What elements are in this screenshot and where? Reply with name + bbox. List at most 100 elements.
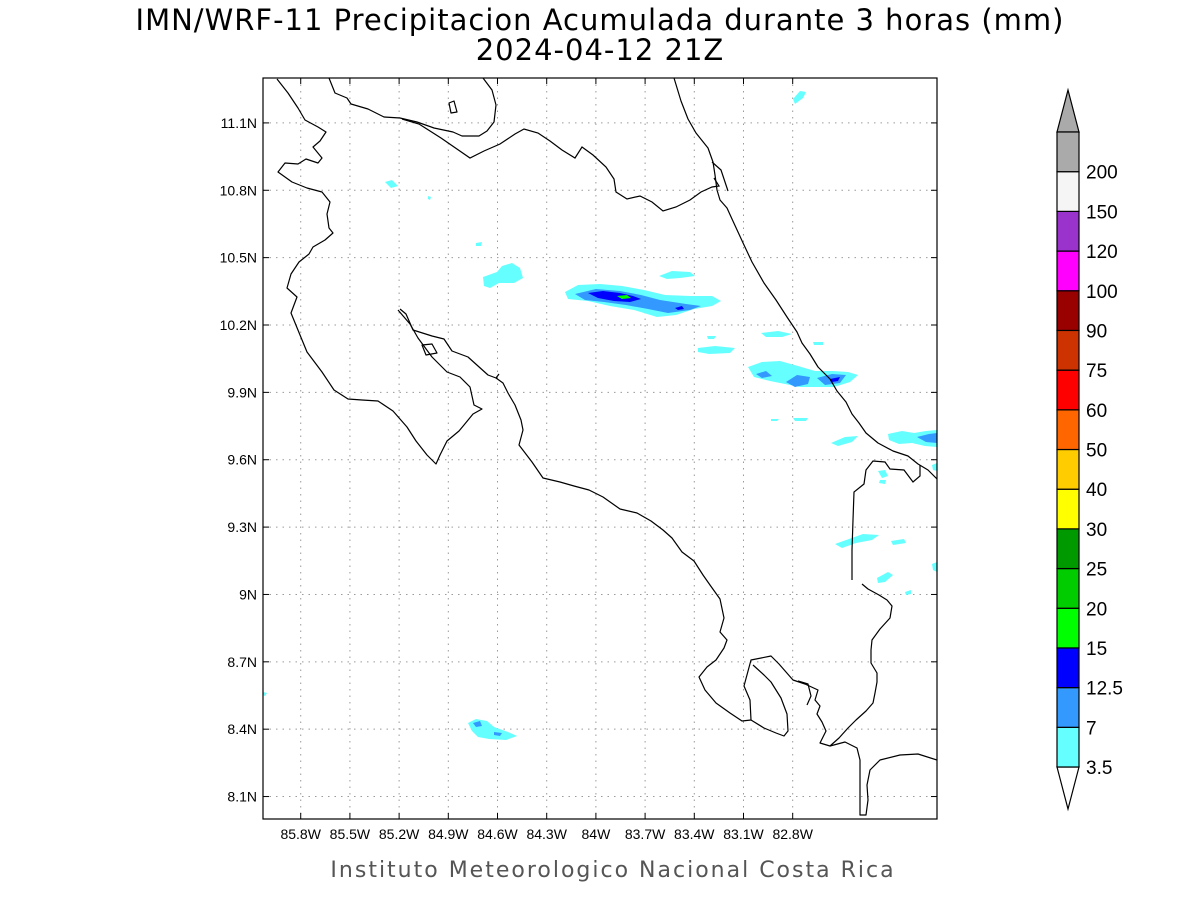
precipitation-field [263, 91, 937, 740]
lon-tick-label: 82.8W [772, 826, 813, 842]
colorbar-label: 3.5 [1086, 758, 1112, 779]
coastline-osa [750, 664, 789, 737]
colorbar-label: 90 [1086, 321, 1107, 342]
precip-cell [428, 196, 431, 200]
lon-tick-label: 85.8W [280, 826, 321, 842]
precip-cell [878, 470, 888, 478]
lon-tick-label: 84W [582, 826, 612, 842]
colorbar-swatch [1056, 131, 1080, 173]
precip-cell [917, 433, 937, 443]
colorbar-label: 12.5 [1086, 679, 1123, 700]
colorbar-swatch [1056, 448, 1080, 490]
precip-cell [932, 562, 937, 572]
colorbar-high-arrow [1056, 87, 1080, 133]
colorbar-swatch [1056, 607, 1080, 649]
coastline-caribbean [673, 78, 937, 480]
precip-cell [494, 732, 502, 736]
border-nicaragua [401, 118, 720, 212]
colorbar-label: 20 [1086, 599, 1107, 620]
precip-cell [932, 463, 937, 471]
lat-tick-label: 9.6N [227, 452, 257, 468]
lat-tick-label: 8.7N [227, 654, 257, 670]
lat-tick-label: 10.8N [220, 182, 257, 198]
island [448, 100, 458, 114]
colorbar-label: 30 [1086, 520, 1107, 541]
colorbar-swatch [1056, 290, 1080, 332]
lon-tick-label: 83.7W [625, 826, 666, 842]
precip-cell [476, 242, 482, 246]
lat-tick-label: 10.2N [220, 317, 257, 333]
colorbar-swatch [1056, 210, 1080, 252]
colorbar-swatch [1056, 250, 1080, 292]
colorbar-swatch [1056, 687, 1080, 728]
colorbar-swatch [1056, 409, 1080, 451]
precip-cell [707, 336, 716, 339]
precip-cell [761, 331, 792, 337]
colorbar-legend: 3.5 7 12.5 15 20 25 30 40 50 60 75 90 100 120 150 200 [1056, 87, 1123, 812]
precip-cell [835, 534, 879, 548]
credit-footer: Instituto Meteorologico Nacional Costa R… [330, 858, 895, 883]
precip-cell [879, 480, 886, 484]
precip-cell [263, 692, 267, 696]
precip-cell [813, 342, 823, 345]
precip-cell [793, 418, 808, 421]
colorbar-swatch [1056, 567, 1080, 609]
precip-cell [830, 377, 840, 382]
lat-tick-label: 9N [239, 586, 257, 602]
precip-cell [891, 539, 906, 545]
coastline-nicoya-gulf [399, 308, 500, 379]
island [421, 343, 438, 356]
lake-nicaragua-shore [328, 78, 497, 137]
colorbar-swatch [1056, 171, 1080, 212]
colorbar-label: 7 [1086, 718, 1097, 739]
colorbar-low-arrow [1056, 766, 1080, 812]
precip-cell [483, 263, 523, 288]
map-title: IMN/WRF-11 Precipitacion Acumulada duran… [136, 3, 1065, 37]
precip-cell [617, 295, 631, 299]
lat-tick-label: 9.3N [227, 519, 257, 535]
colorbar-label: 100 [1086, 282, 1118, 303]
precip-cell [888, 430, 937, 447]
precip-cell [385, 180, 398, 188]
lat-tick-label: 10.5N [220, 250, 257, 266]
colorbar-swatch [1056, 329, 1080, 371]
lon-tick-label: 84.6W [477, 826, 518, 842]
colorbar-swatch [1056, 726, 1080, 768]
map-timestamp: 2024-04-12 21Z [476, 33, 725, 67]
colorbar-label: 50 [1086, 441, 1107, 462]
lat-tick-label: 9.9N [227, 384, 257, 400]
colorbar-label: 25 [1086, 560, 1107, 581]
colorbar-label: 120 [1086, 242, 1118, 263]
coastlines [276, 78, 937, 816]
precip-cell [905, 590, 911, 595]
precip-cell [793, 91, 806, 104]
precip-cell [659, 271, 695, 279]
coastline-pacific-south [495, 377, 893, 747]
lon-tick-label: 83.1W [723, 826, 764, 842]
lon-tick-label: 83.4W [674, 826, 715, 842]
colorbar-label: 75 [1086, 361, 1107, 382]
precip-cell [675, 306, 684, 310]
lon-tick-label: 84.9W [428, 826, 469, 842]
precip-cell [756, 371, 772, 378]
precip-cell [877, 572, 893, 583]
axis-ticks: 85.8W 85.5W 85.2W 84.9W 84.6W 84.3W 84W 83.7W 83… [220, 78, 937, 842]
coastline-panama-pacific [829, 741, 937, 816]
coastline-san-juan [711, 161, 729, 192]
colorbar-label: 15 [1086, 639, 1107, 660]
lon-tick-label: 85.2W [379, 826, 420, 842]
colorbar-label: 40 [1086, 480, 1107, 501]
colorbar-label: 60 [1086, 401, 1107, 422]
precip-cell [786, 375, 810, 387]
precip-cell [473, 721, 482, 727]
colorbar-swatch [1056, 528, 1080, 570]
colorbar-swatch [1056, 369, 1080, 411]
coastline-pacific-north [276, 78, 483, 465]
colorbar-label: 200 [1086, 163, 1118, 184]
precip-cell [698, 346, 735, 354]
colorbar-label: 150 [1086, 202, 1118, 223]
colorbar-swatch [1056, 647, 1080, 689]
lon-tick-label: 84.3W [526, 826, 567, 842]
lat-tick-label: 8.4N [227, 721, 257, 737]
